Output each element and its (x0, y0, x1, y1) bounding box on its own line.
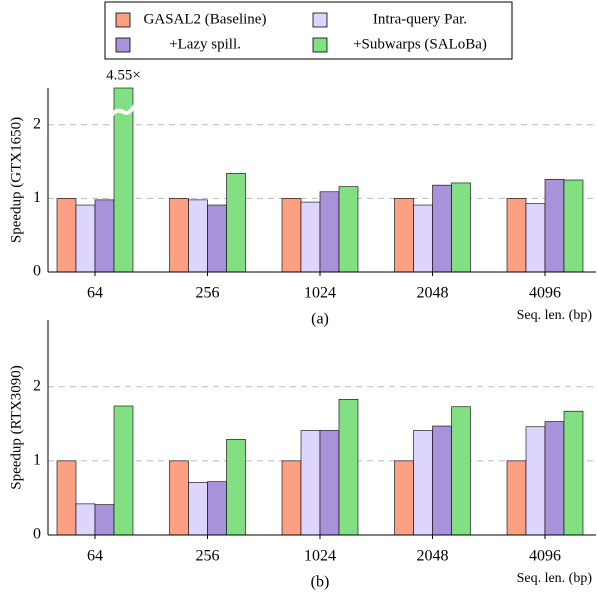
x-tick-label: 64 (87, 548, 103, 565)
bar (188, 199, 208, 273)
y-tick-label: 0 (33, 526, 41, 543)
bar (413, 430, 433, 536)
legend-label: +Subwarps (SALoBa) (353, 36, 487, 52)
legend-swatch (312, 37, 328, 53)
y-tick-label: 2 (33, 377, 41, 394)
y-axis-label: Speedup (RTX3090) (8, 365, 24, 490)
bar (281, 198, 302, 273)
bar (432, 425, 452, 536)
bar (207, 204, 227, 273)
bar (113, 405, 134, 536)
bar (413, 204, 433, 273)
x-tick-label: 64 (87, 285, 103, 302)
bar (319, 430, 340, 536)
x-tick-label: 2048 (417, 548, 449, 565)
y-tick-label: 1 (33, 189, 41, 206)
bar (432, 184, 452, 273)
bar (525, 426, 546, 536)
bar (56, 198, 77, 273)
bar (563, 410, 584, 536)
x-tick-label: 1024 (304, 285, 336, 302)
y-tick-label: 2 (33, 115, 41, 132)
bar (451, 182, 471, 273)
bar (226, 439, 246, 536)
legend-label: GASAL2 (Baseline) (144, 11, 267, 27)
bar (94, 199, 115, 273)
x-axis-label: Seq. len. (bp) (517, 308, 593, 323)
bar (506, 460, 527, 536)
bar (563, 179, 584, 273)
bar (338, 399, 359, 536)
caption: (b) (311, 574, 330, 591)
bar (300, 201, 321, 273)
bar (544, 421, 565, 536)
y-axis-label: Speedup (GTX1650) (8, 117, 24, 243)
bar (94, 504, 115, 536)
bar (394, 460, 414, 536)
x-tick-label: 256 (196, 285, 220, 302)
bar (525, 203, 546, 273)
axis-break (109, 102, 138, 118)
legend-swatch (115, 37, 131, 53)
bar (544, 178, 565, 273)
bar (319, 191, 340, 273)
caption: (a) (311, 311, 329, 328)
x-tick-label: 2048 (417, 285, 449, 302)
legend-label: Intra-query Par. (373, 11, 467, 27)
bar (451, 406, 471, 536)
bar (394, 198, 414, 273)
bar (300, 430, 321, 536)
legend-swatch (115, 12, 131, 28)
x-tick-label: 4096 (529, 285, 561, 302)
legend-label: +Lazy spill. (169, 36, 241, 52)
bar (506, 198, 527, 273)
value-label: 4.55× (106, 67, 141, 83)
bar (207, 481, 227, 536)
bar (75, 204, 96, 273)
x-tick-label: 4096 (529, 548, 561, 565)
legend-box (104, 1, 513, 60)
y-tick-label: 0 (33, 263, 41, 280)
bar (281, 460, 302, 536)
bar (188, 482, 208, 536)
x-axis-label: Seq. len. (bp) (517, 571, 593, 586)
y-tick-label: 1 (33, 452, 41, 469)
bar (338, 186, 359, 273)
bar (113, 87, 134, 273)
legend-swatch (312, 12, 328, 28)
x-tick-label: 1024 (304, 548, 336, 565)
x-tick-label: 256 (196, 548, 220, 565)
bar (56, 460, 77, 536)
bar (226, 173, 246, 273)
bar (75, 503, 96, 536)
bar (169, 460, 189, 536)
bar (169, 198, 189, 273)
